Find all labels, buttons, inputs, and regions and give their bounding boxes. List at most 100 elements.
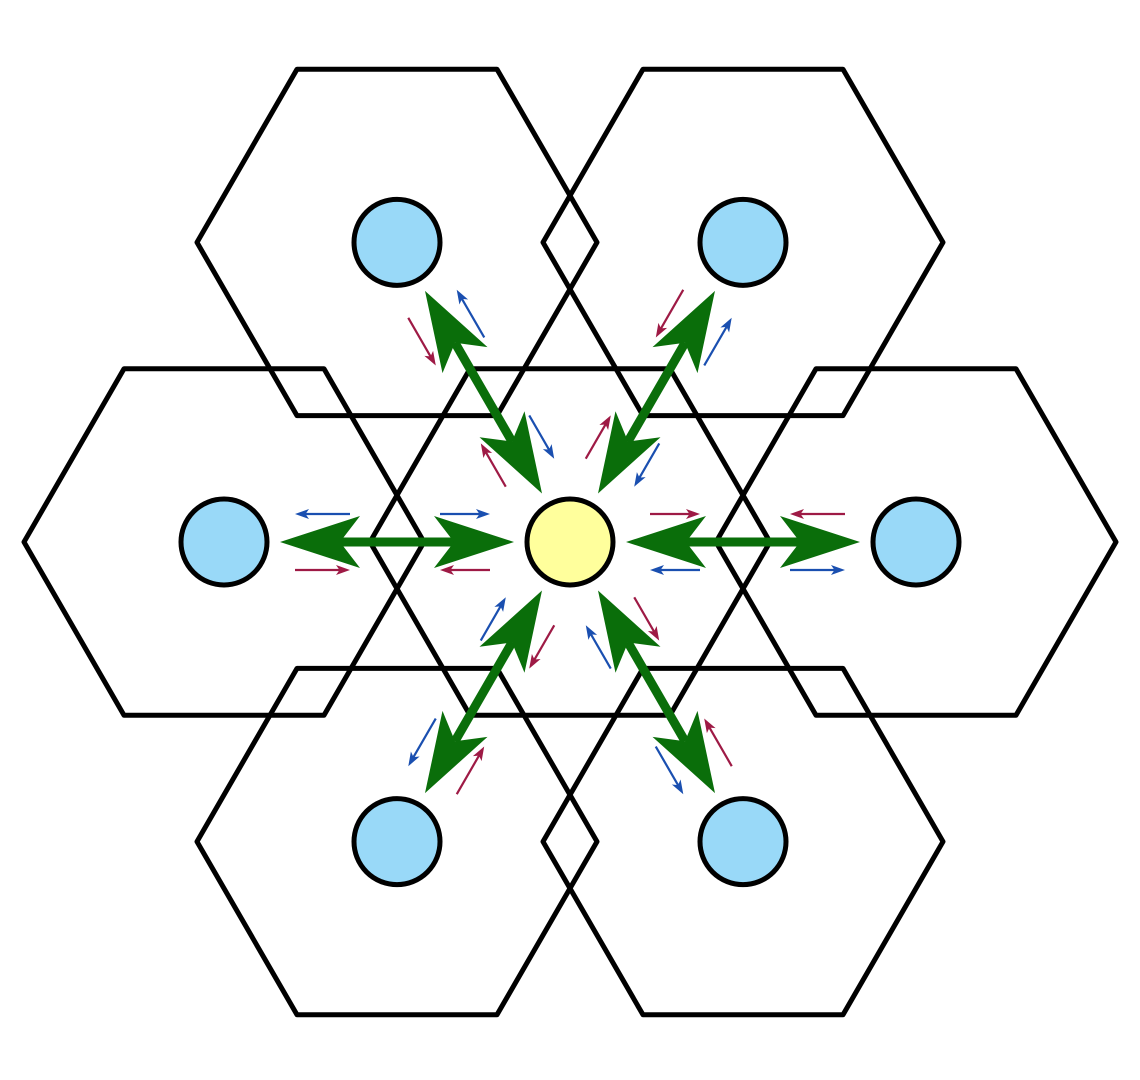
nodes — [178, 196, 962, 888]
link-arrow-bottom-right — [598, 590, 715, 794]
hexagon-top-right — [540, 66, 946, 419]
small-arrow-red-outer-top-right — [655, 289, 685, 338]
arrowhead-inward — [598, 590, 661, 673]
small-arrowhead — [599, 415, 611, 430]
hexagon-bottom-right — [540, 665, 946, 1018]
small-arrow-blue-outer-top-right — [703, 317, 732, 367]
small-arrowhead — [529, 654, 541, 669]
link-arrow-right — [626, 516, 860, 568]
small-arrowhead — [408, 751, 420, 767]
link-arrows — [280, 290, 860, 794]
small-arrow-red-outer-left — [295, 565, 350, 575]
arrowhead-inward — [626, 516, 706, 568]
small-arrow-blue-inner-right — [650, 565, 700, 575]
small-arrow-blue-inner-top-right — [634, 442, 661, 487]
arrowhead-outward — [652, 710, 715, 794]
small-arrow-shaft — [407, 317, 433, 360]
small-arrowhead — [480, 443, 493, 458]
small-arrowhead — [336, 565, 350, 575]
small-arrow-shaft — [532, 624, 556, 663]
small-arrow-blue-outer-left — [295, 509, 350, 519]
neighbor-node-top-left — [351, 196, 443, 288]
small-arrow-red-inner-top-right — [584, 415, 611, 460]
small-arrowhead — [686, 509, 700, 519]
center-node — [524, 496, 616, 588]
small-arrowhead — [456, 289, 469, 305]
small-arrow-blue-outer-bottom-right — [654, 745, 684, 795]
small-arrow-red-outer-bottom-left — [455, 746, 485, 795]
neighbor-node-bottom-left — [351, 796, 443, 888]
arrowhead-outward — [652, 290, 715, 374]
small-arrow-shaft — [707, 724, 733, 767]
hexagon-left — [21, 366, 427, 718]
small-arrow-shaft — [637, 442, 661, 481]
link-arrow-top-left — [425, 290, 542, 494]
arrowhead-inward — [434, 516, 514, 568]
small-arrowhead — [790, 509, 804, 519]
arrowhead-inward — [479, 590, 542, 673]
link-arrow-bottom-left — [425, 590, 542, 794]
small-arrow-shaft — [658, 289, 685, 332]
neighbor-node-left — [178, 496, 270, 588]
small-arrow-blue-outer-right — [790, 565, 845, 575]
small-arrowhead — [295, 509, 309, 519]
small-arrow-shaft — [633, 596, 657, 635]
arrowhead-inward — [479, 411, 542, 494]
small-arrowhead — [671, 779, 684, 795]
link-shaft — [624, 640, 689, 744]
link-shaft — [451, 640, 516, 744]
small-arrow-red-outer-top-left — [407, 317, 436, 366]
small-arrows — [295, 289, 845, 795]
link-shaft — [451, 340, 516, 444]
small-arrowhead — [720, 317, 732, 333]
small-arrowhead — [831, 565, 845, 575]
small-arrowhead — [494, 597, 506, 612]
arrowhead-outward — [780, 516, 860, 568]
small-arrowhead — [476, 509, 490, 519]
link-shaft — [624, 340, 689, 444]
small-arrow-shaft — [411, 717, 437, 760]
small-arrow-red-outer-bottom-right — [704, 718, 733, 767]
small-arrow-blue-inner-top-left — [528, 414, 555, 459]
small-arrow-shaft — [483, 449, 507, 488]
small-arrow-shaft — [584, 421, 608, 460]
small-arrow-shaft — [528, 414, 552, 453]
small-arrowhead — [650, 565, 664, 575]
small-arrow-blue-inner-left — [440, 509, 490, 519]
small-arrowhead — [585, 625, 598, 640]
small-arrowhead — [472, 746, 485, 762]
arrowhead-outward — [425, 290, 488, 374]
small-arrow-shaft — [455, 752, 482, 795]
small-arrow-blue-outer-bottom-left — [408, 717, 437, 767]
small-arrow-red-inner-bottom-left — [529, 624, 556, 669]
neighbor-node-bottom-right — [697, 796, 789, 888]
small-arrow-blue-inner-bottom-right — [585, 625, 612, 670]
small-arrow-shaft — [479, 603, 503, 642]
small-arrow-shaft — [703, 324, 729, 367]
small-arrow-red-inner-left — [440, 565, 490, 575]
small-arrow-shaft — [459, 296, 486, 339]
arrowhead-outward — [280, 516, 360, 568]
small-arrow-blue-inner-bottom-left — [479, 597, 506, 642]
arrowhead-inward — [598, 411, 661, 494]
small-arrowhead — [704, 718, 716, 734]
small-arrowhead — [634, 472, 646, 487]
small-arrow-red-outer-right — [790, 509, 845, 519]
small-arrowhead — [440, 565, 454, 575]
arrowhead-outward — [425, 710, 488, 794]
small-arrow-red-inner-top-left — [480, 443, 507, 488]
small-arrowhead — [647, 626, 660, 641]
small-arrow-red-inner-right — [650, 509, 700, 519]
small-arrowhead — [424, 350, 436, 366]
small-arrowhead — [655, 322, 668, 338]
link-arrow-top-right — [598, 290, 715, 494]
neighbor-node-right — [870, 496, 962, 588]
small-arrowhead — [542, 444, 555, 459]
link-arrow-left — [280, 516, 514, 568]
small-arrow-red-inner-bottom-right — [633, 596, 660, 641]
small-arrow-shaft — [588, 631, 612, 670]
small-arrow-shaft — [654, 745, 681, 788]
neighbor-node-top-right — [697, 196, 789, 288]
small-arrow-blue-outer-top-left — [456, 289, 486, 339]
